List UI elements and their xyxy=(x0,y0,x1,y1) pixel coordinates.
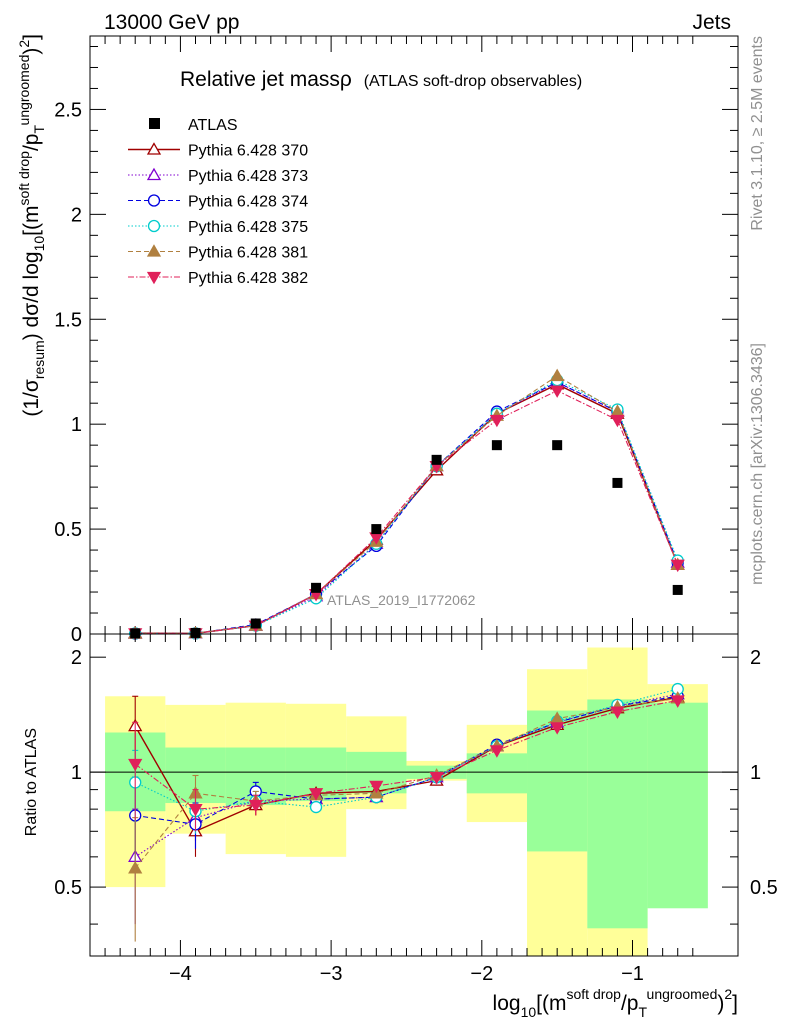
mcplots-label: mcplots.cern.ch [arXiv:1306.3436] xyxy=(749,343,766,585)
atlas-point xyxy=(431,454,442,465)
data-point xyxy=(369,780,384,794)
data-point xyxy=(128,860,143,874)
data-point xyxy=(188,803,203,817)
atlas-inner-band xyxy=(647,702,708,909)
ratio-y-tick-label: 2 xyxy=(71,647,82,669)
data-point xyxy=(550,722,565,735)
data-point xyxy=(147,194,161,207)
ratio-y-axis-label: Ratio to ATLAS xyxy=(23,728,40,836)
ratio-panel: 0.5 0.5 1 1 2 2 −4 −3 −2 −1 Ratio to ATLAS log10… xyxy=(23,633,778,1020)
data-point xyxy=(489,745,505,758)
ratio-line xyxy=(134,696,678,833)
y-tick-label: 1 xyxy=(71,414,82,436)
data-point xyxy=(146,142,162,155)
legend-entry: Pythia 6.428 381 xyxy=(128,244,308,262)
x-tick-labels: −4 −3 −2 −1 xyxy=(169,963,644,985)
data-point xyxy=(610,414,625,428)
data-point xyxy=(550,368,565,382)
data-point xyxy=(308,788,324,801)
data-point xyxy=(670,559,685,573)
legend-label: ATLAS xyxy=(188,117,238,134)
energy-label: 13000 GeV pp xyxy=(104,11,239,34)
y-tick-label: 1.5 xyxy=(54,309,82,331)
legend-entry: Pythia 6.428 373 xyxy=(128,167,308,185)
x-tick-label: −4 xyxy=(169,963,192,985)
atlas-point xyxy=(190,627,201,638)
y-tick-label: 2.5 xyxy=(54,99,82,121)
legend-label: Pythia 6.428 374 xyxy=(188,194,308,211)
data-point xyxy=(429,772,444,785)
series-line xyxy=(135,389,679,634)
atlas-point xyxy=(250,618,261,629)
data-point xyxy=(309,800,323,814)
atlas-point xyxy=(612,477,623,488)
legend-label: Pythia 6.428 370 xyxy=(188,143,308,160)
legend-entry-atlas: ATLAS xyxy=(149,117,238,134)
x-tick-label: −1 xyxy=(621,963,644,985)
ratio-y-tick-label: 1 xyxy=(71,762,82,784)
ratio-series-pythia-6428-382 xyxy=(128,695,685,832)
series-line xyxy=(135,375,679,635)
ratio-y-tick-label: 0.5 xyxy=(54,877,82,899)
data-point xyxy=(550,385,565,398)
chart-subtitle: (ATLAS soft-drop observables) xyxy=(364,73,582,90)
legend: ATLAS Pythia 6.428 370 Pythia 6.428 373 Pyt… xyxy=(128,117,308,287)
rivet-label: Rivet 3.1.10, ≥ 2.5M events xyxy=(749,36,766,231)
atlas-inner-band xyxy=(466,753,528,794)
data-point xyxy=(610,706,625,719)
legend-marker xyxy=(149,118,160,129)
atlas-inner-band xyxy=(587,699,648,929)
y-tick-label: 0 xyxy=(71,624,82,646)
atlas-data-layer xyxy=(130,440,683,639)
legend-label: Pythia 6.428 375 xyxy=(188,219,308,236)
y-tick-label: 2 xyxy=(71,204,82,226)
ratio-y-tick-label-right: 1 xyxy=(750,762,761,784)
data-point xyxy=(147,219,161,233)
legend-label: Pythia 6.428 382 xyxy=(188,270,308,287)
ratio-line xyxy=(134,697,678,869)
ratio-y-tick-label-right: 0.5 xyxy=(750,877,778,899)
main-axis-ticks xyxy=(90,36,738,635)
ratio-axis-ticks xyxy=(90,634,738,956)
chart-title: Relative jet massρ (ATLAS soft-drop obse… xyxy=(180,68,582,91)
x-tick-label: −2 xyxy=(470,963,493,985)
atlas-point xyxy=(130,628,141,639)
data-point xyxy=(128,758,143,772)
main-y-axis-label: (1/σresum) dσ/d log10[(msoft drop/pTungr… xyxy=(16,34,47,417)
analysis-label: ATLAS_2019_I1772062 xyxy=(327,592,476,608)
data-point xyxy=(248,799,263,813)
data-point xyxy=(146,167,162,181)
ratio-frame xyxy=(89,633,739,957)
data-point xyxy=(146,244,162,257)
data-point xyxy=(489,414,505,428)
ratio-line xyxy=(134,699,678,810)
atlas-point xyxy=(552,440,563,451)
x-axis-label: log10[(msoft drop/pTungroomed)2] xyxy=(493,986,738,1020)
legend-entry: Pythia 6.428 374 xyxy=(128,194,308,211)
legend-entry: Pythia 6.428 370 xyxy=(128,142,308,160)
data-point xyxy=(670,695,685,708)
legend-entry: Pythia 6.428 375 xyxy=(128,219,308,236)
legend-label: Pythia 6.428 381 xyxy=(188,245,308,262)
legend-entry: Pythia 6.428 382 xyxy=(128,270,308,287)
main-y-tick-labels: 0 0.5 1 1.5 2 2.5 xyxy=(54,99,82,646)
main-panel: 0 0.5 1 1.5 2 2.5 Relative jet massρ (ATLAS s… xyxy=(16,34,739,646)
atlas-point xyxy=(371,524,382,535)
atlas-point xyxy=(311,582,322,593)
ratio-series-layer xyxy=(128,682,685,942)
atlas-point xyxy=(491,440,502,451)
legend-label: Pythia 6.428 373 xyxy=(188,168,308,185)
atlas-point xyxy=(672,584,683,595)
data-point xyxy=(146,271,162,285)
ratio-y-tick-labels: 0.5 0.5 1 1 2 2 xyxy=(54,647,778,899)
x-tick-label: −3 xyxy=(320,963,343,985)
y-tick-label: 0.5 xyxy=(54,519,82,541)
process-label: Jets xyxy=(692,11,731,34)
ratio-y-tick-label-right: 2 xyxy=(750,647,761,669)
chart-title-main: Relative jet massρ xyxy=(180,68,352,91)
